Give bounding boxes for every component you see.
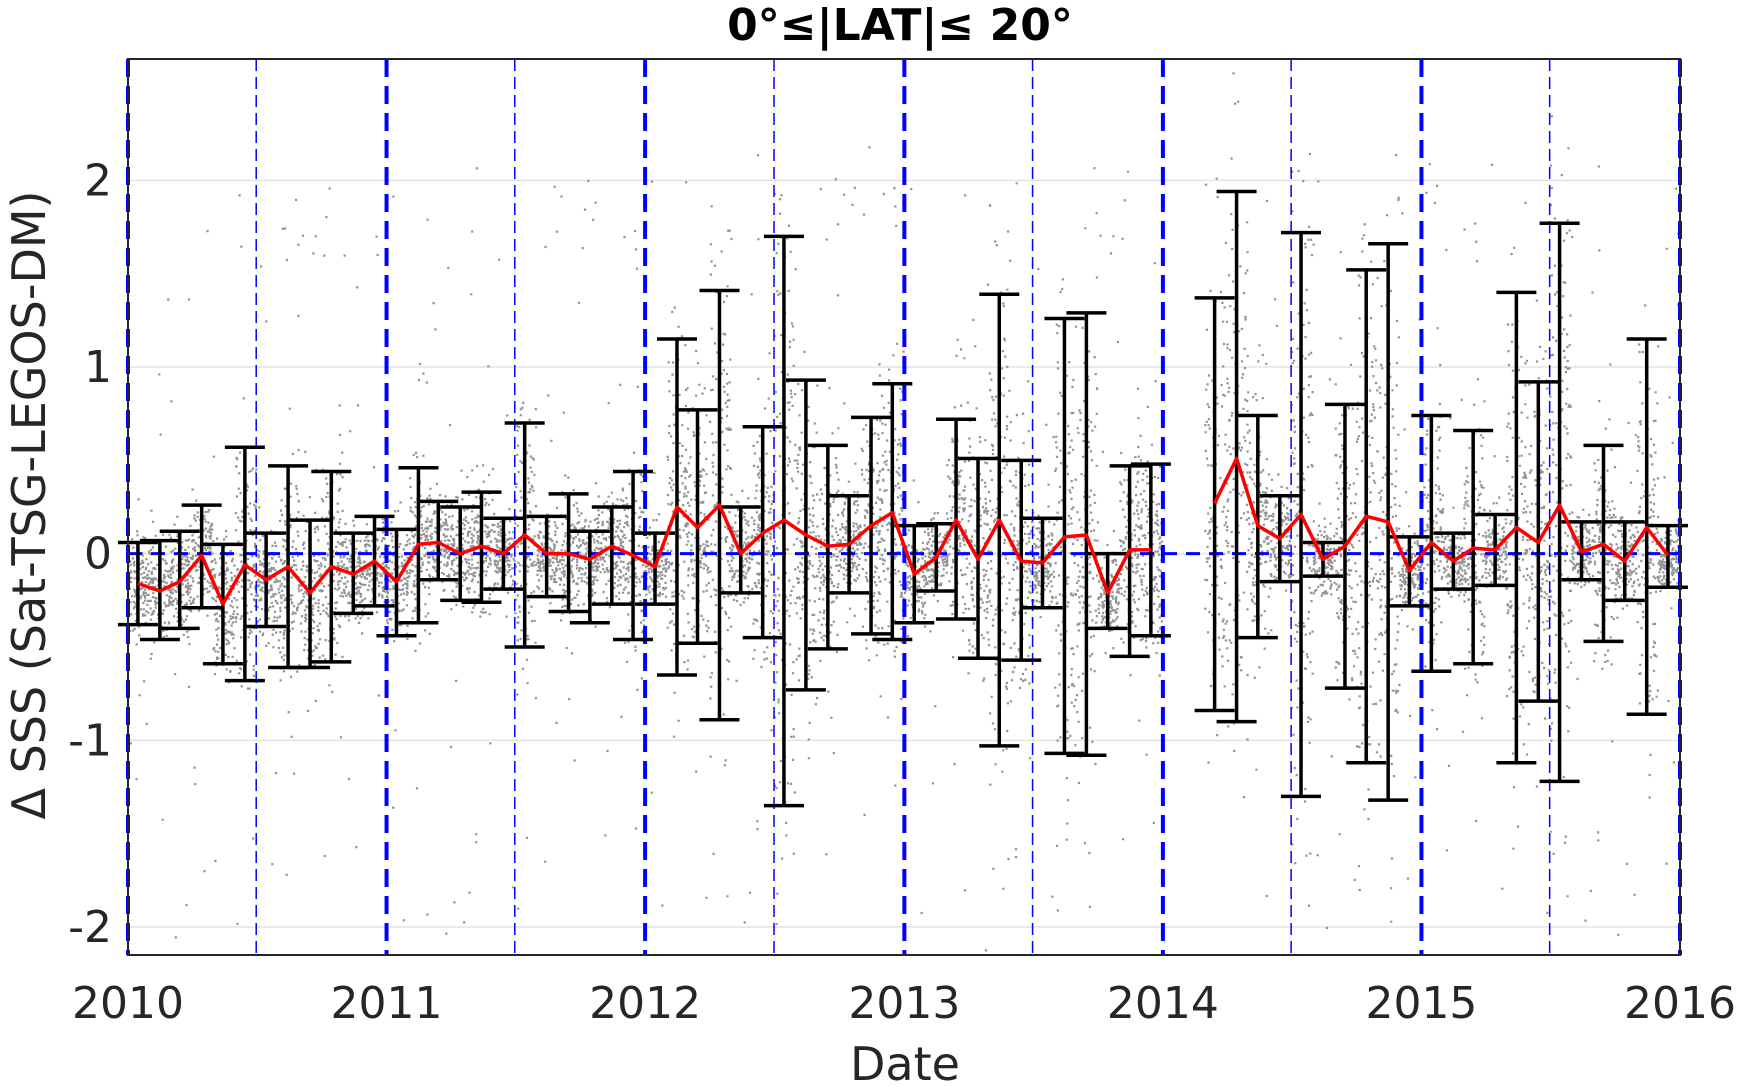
- monthly-mean-line: [137, 456, 1670, 606]
- error-bar: [526, 514, 567, 599]
- mean-line-segment: [1213, 456, 1670, 573]
- x-tick-label: 2014: [1107, 978, 1219, 1029]
- y-tick-label: -1: [68, 715, 112, 766]
- error-bar: [1539, 221, 1580, 784]
- mean-line-segment: [137, 503, 1151, 606]
- x-axis-label: Date: [850, 1037, 960, 1087]
- y-tick-labels: -2 -1 0 1 2: [68, 155, 112, 953]
- error-bar: [1109, 464, 1150, 659]
- y-tick-label: 2: [84, 155, 112, 206]
- x-tick-label: 2015: [1365, 978, 1477, 1029]
- x-tick-labels: 2010 2011 2012 2013 2014 2015 2016: [72, 978, 1736, 1029]
- error-bar: [1647, 523, 1688, 590]
- error-bar: [1194, 296, 1235, 713]
- error-bar: [569, 529, 610, 625]
- y-tick-label: 1: [84, 342, 112, 393]
- reference-lines: [126, 59, 1682, 955]
- x-tick-label: 2013: [848, 978, 960, 1029]
- chart-title: 0°≤|LAT|≤ 20°: [727, 0, 1073, 51]
- error-bar: [591, 505, 632, 606]
- y-tick-label: 0: [84, 529, 112, 580]
- error-bar: [418, 499, 459, 582]
- x-tick-label: 2012: [589, 978, 701, 1029]
- y-axis-label: Δ SSS (Sat-TSG-LEGOS-DM): [2, 191, 56, 820]
- y-tick-label: -2: [68, 902, 112, 953]
- plot-frame: [127, 58, 1681, 956]
- x-tick-label: 2016: [1624, 978, 1736, 1029]
- x-tick-label: 2011: [331, 978, 443, 1029]
- x-tick-label: 2010: [72, 978, 184, 1029]
- error-bar: [1216, 189, 1257, 724]
